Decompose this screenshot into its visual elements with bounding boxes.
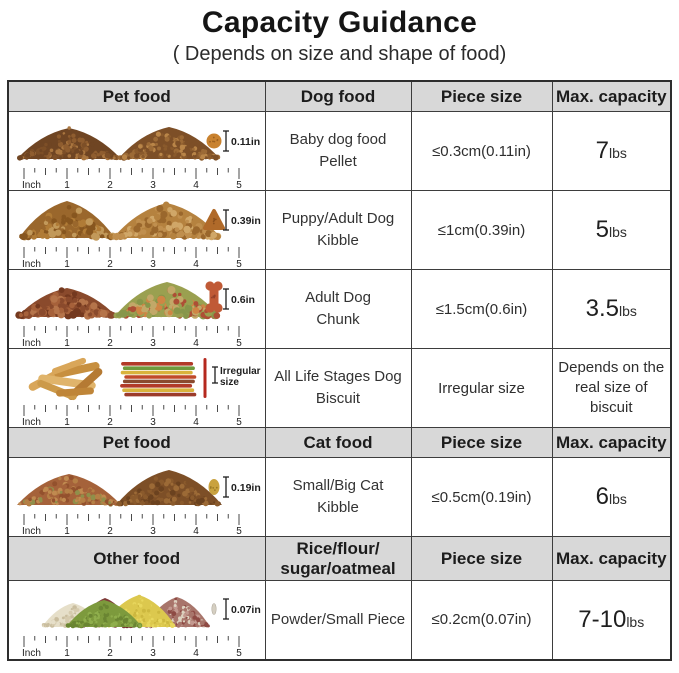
page-subtitle: ( Depends on size and shape of food) — [172, 43, 507, 65]
svg-text:1: 1 — [64, 417, 70, 427]
svg-text:3: 3 — [150, 648, 156, 658]
section-header-cat-food: Pet food Cat food Piece size Max. capaci… — [7, 427, 672, 458]
svg-text:3: 3 — [150, 180, 156, 190]
piece-size-cell: ≤1.5cm(0.6in) — [410, 269, 553, 349]
food-type-cell: Adult Dog Chunk — [264, 269, 412, 349]
food-photo-cell: 0.39in 1 2 3 4 5 Inch — [7, 190, 266, 270]
header-piece-size: Piece size — [410, 80, 553, 112]
header-max-capacity: Max. capacity — [551, 536, 672, 581]
table-row: 0.11in 1 2 3 4 5 Inch Baby dog food Pellet ≤0.… — [7, 111, 672, 191]
kibble-pile-illustration: 0.39in 1 2 3 4 5 Inch — [19, 200, 261, 269]
svg-text:0.39in: 0.39in — [231, 215, 261, 227]
grain-pile-illustration: 0.07in 1 2 3 4 5 Inch — [22, 594, 261, 658]
svg-text:Inch: Inch — [22, 180, 41, 190]
header-cat-food: Cat food — [264, 427, 412, 458]
svg-text:5: 5 — [236, 259, 242, 269]
section-header-other-food: Other food Rice/flour/ sugar/oatmeal Pie… — [7, 536, 672, 581]
svg-text:2: 2 — [107, 180, 113, 190]
piece-size-cell: ≤0.3cm(0.11in) — [410, 111, 553, 191]
chunk-pile-illustration: 0.6in 1 2 3 4 5 Inch — [15, 280, 255, 348]
svg-text:1: 1 — [64, 526, 70, 536]
food-type-cell: Powder/Small Piece — [264, 580, 412, 660]
food-photo-cell: 0.6in 1 2 3 4 5 Inch — [7, 269, 266, 349]
svg-text:2: 2 — [107, 648, 113, 658]
food-type-cell: Baby dog food Pellet — [264, 111, 412, 191]
food-type-cell: Small/Big Cat Kibble — [264, 457, 412, 537]
table-row: 0.07in 1 2 3 4 5 Inch Powder/Small Piece ≤0.2c… — [7, 580, 672, 660]
svg-text:0.11in: 0.11in — [231, 136, 260, 148]
svg-text:2: 2 — [107, 417, 113, 427]
svg-text:5: 5 — [236, 417, 242, 427]
svg-text:4: 4 — [193, 180, 199, 190]
piece-size-cell: ≤0.2cm(0.07in) — [410, 580, 553, 660]
capacity-cell: 3.5lbs — [551, 269, 672, 349]
capacity-cell: Depends on the real size of biscuit — [551, 348, 672, 428]
food-type-cell: Puppy/Adult Dog Kibble — [264, 190, 412, 270]
svg-text:4: 4 — [193, 526, 199, 536]
svg-text:3: 3 — [150, 259, 156, 269]
header-other-food: Other food — [7, 536, 266, 581]
table-row: 0.39in 1 2 3 4 5 Inch Puppy/Adult Dog Kibble ≤… — [7, 190, 672, 270]
svg-text:0.6in: 0.6in — [231, 294, 255, 306]
piece-size-cell: ≤0.5cm(0.19in) — [410, 457, 553, 537]
svg-text:5: 5 — [236, 648, 242, 658]
svg-text:5: 5 — [236, 338, 242, 348]
svg-text:5: 5 — [236, 526, 242, 536]
svg-text:1: 1 — [64, 338, 70, 348]
svg-text:4: 4 — [193, 259, 199, 269]
header-pet-food: Pet food — [7, 80, 266, 112]
svg-text:4: 4 — [193, 648, 199, 658]
food-photo-cell: 0.19in 1 2 3 4 5 Inch — [7, 457, 266, 537]
svg-text:3: 3 — [150, 417, 156, 427]
svg-text:Inch: Inch — [22, 417, 41, 427]
food-photo-cell: Irregular size 1 2 3 4 5 Inch — [7, 348, 266, 428]
svg-text:Inch: Inch — [22, 259, 41, 269]
header-max-capacity: Max. capacity — [551, 427, 672, 458]
svg-text:Inch: Inch — [22, 526, 41, 536]
table-row: 0.6in 1 2 3 4 5 Inch Adult Dog Chunk ≤1.5cm(0.… — [7, 269, 672, 349]
header-dog-food: Dog food — [264, 80, 412, 112]
capacity-cell: 7lbs — [551, 111, 672, 191]
svg-text:1: 1 — [64, 648, 70, 658]
svg-text:4: 4 — [193, 417, 199, 427]
table-row: Irregular size 1 2 3 4 5 Inch All Life Stages D… — [7, 348, 672, 428]
svg-text:2: 2 — [107, 259, 113, 269]
header-rice-flour: Rice/flour/ sugar/oatmeal — [264, 536, 412, 581]
svg-text:4: 4 — [193, 338, 199, 348]
svg-text:2: 2 — [107, 338, 113, 348]
svg-text:1: 1 — [64, 259, 70, 269]
section-header-dog-food: Pet food Dog food Piece size Max. capaci… — [7, 80, 672, 112]
piece-size-cell: ≤1cm(0.39in) — [410, 190, 553, 270]
svg-text:1: 1 — [64, 180, 70, 190]
svg-text:Inch: Inch — [22, 338, 41, 348]
food-type-cell: All Life Stages Dog Biscuit — [264, 348, 412, 428]
svg-text:0.07in: 0.07in — [231, 604, 261, 616]
capacity-cell: 5lbs — [551, 190, 672, 270]
svg-text:Irregular: Irregular — [220, 366, 261, 377]
piece-size-cell: Irregular size — [410, 348, 553, 428]
svg-text:size: size — [220, 377, 239, 388]
svg-text:0.19in: 0.19in — [231, 482, 261, 494]
svg-text:5: 5 — [236, 180, 242, 190]
svg-text:3: 3 — [150, 338, 156, 348]
food-photo-cell: 0.11in 1 2 3 4 5 Inch — [7, 111, 266, 191]
food-photo-cell: 0.07in 1 2 3 4 5 Inch — [7, 580, 266, 660]
page-title: Capacity Guidance — [201, 6, 478, 39]
header-piece-size: Piece size — [410, 536, 553, 581]
header-max-capacity: Max. capacity — [551, 80, 672, 112]
svg-text:2: 2 — [107, 526, 113, 536]
header-pet-food: Pet food — [7, 427, 266, 458]
capacity-table: Pet food Dog food Piece size Max. capaci… — [7, 80, 672, 661]
capacity-cell: 6lbs — [551, 457, 672, 537]
svg-text:3: 3 — [150, 526, 156, 536]
header-piece-size: Piece size — [410, 427, 553, 458]
cat-kibble-pile-illustration: 0.19in 1 2 3 4 5 Inch — [17, 469, 261, 536]
capacity-cell: 7-10lbs — [551, 580, 672, 660]
pellet-pile-illustration: 0.11in 1 2 3 4 5 Inch — [17, 125, 260, 190]
table-row: 0.19in 1 2 3 4 5 Inch Small/Big Cat Kibble ≤0.… — [7, 457, 672, 537]
svg-text:Inch: Inch — [22, 648, 41, 658]
